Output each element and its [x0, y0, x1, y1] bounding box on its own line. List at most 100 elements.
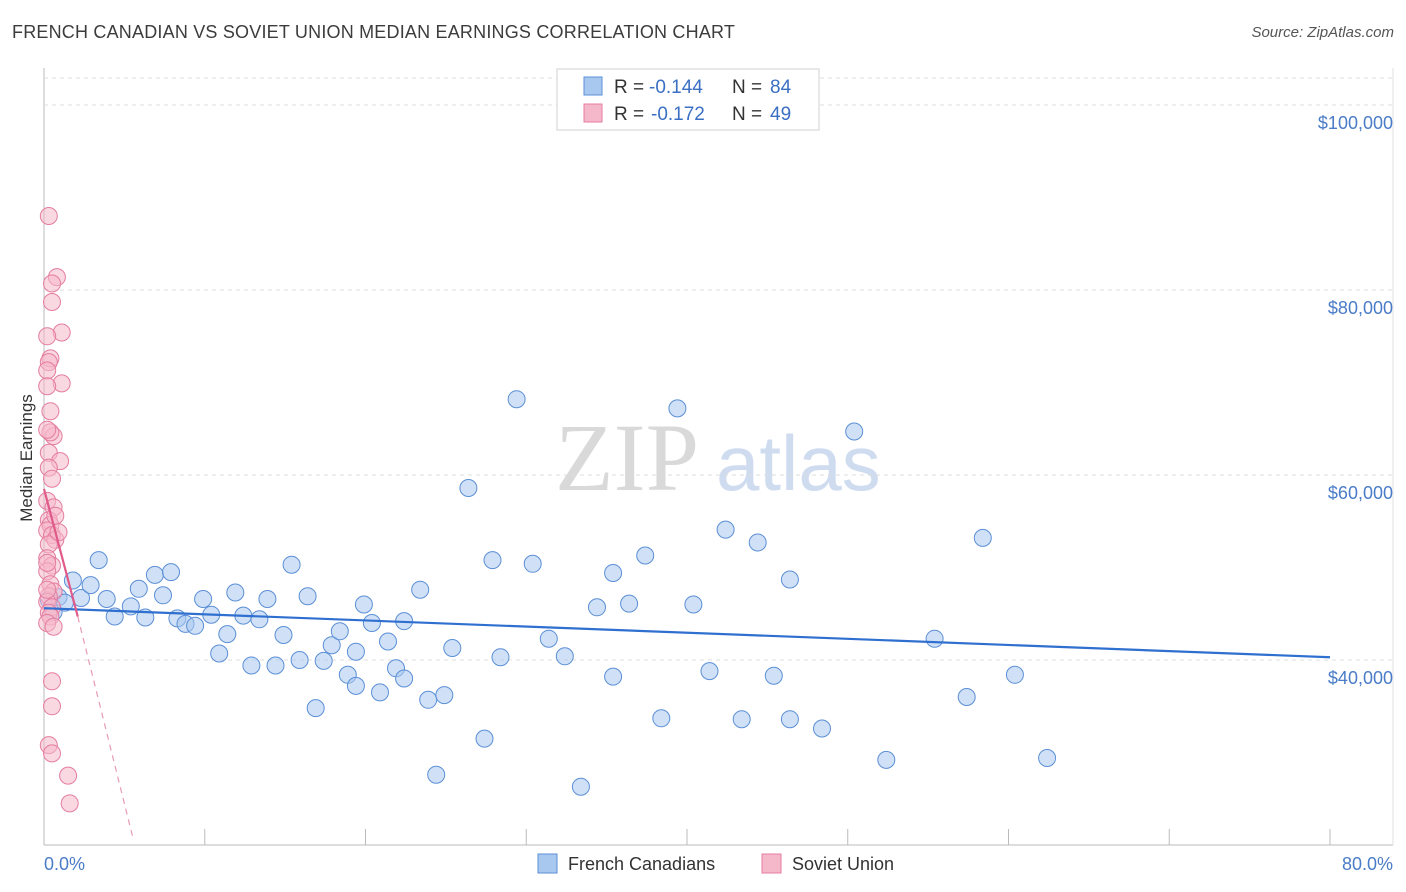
y-tick-label: $60,000	[1328, 483, 1393, 503]
data-point	[732, 710, 751, 729]
chart-title: FRENCH CANADIAN VS SOVIET UNION MEDIAN E…	[12, 22, 736, 42]
data-point	[89, 551, 108, 570]
data-point	[1038, 749, 1057, 767]
series-french-canadians	[39, 390, 1057, 796]
source-note: Source: ZipAtlas.com	[1251, 24, 1394, 41]
bottom-legend-label-soviet-union: Soviet Union	[792, 854, 894, 874]
data-point	[218, 625, 237, 644]
data-point	[555, 647, 574, 666]
data-point	[105, 607, 124, 626]
data-point	[957, 688, 976, 706]
bottom-legend-swatch-french-canadians	[537, 853, 558, 874]
data-point	[1005, 665, 1024, 684]
data-point	[154, 586, 172, 605]
data-point	[186, 616, 205, 635]
data-point	[419, 690, 438, 709]
bottom-legend: French Canadians Soviet Union	[537, 853, 894, 874]
data-point	[59, 766, 78, 785]
data-point	[395, 669, 414, 688]
data-point	[780, 710, 799, 729]
data-point	[43, 274, 61, 293]
data-point	[684, 595, 703, 614]
data-point	[427, 765, 446, 784]
legend-n-value: 84	[770, 77, 792, 98]
legend-r-value: -0.172	[651, 104, 705, 125]
data-point	[266, 656, 285, 675]
trend-line-soviet-union-extension	[77, 616, 133, 836]
data-point	[362, 614, 381, 632]
series-soviet-union	[38, 207, 79, 813]
data-point	[38, 361, 57, 380]
data-point	[443, 639, 462, 657]
data-point	[604, 667, 623, 686]
data-point	[813, 719, 831, 738]
legend-swatch-french-canadians	[583, 76, 603, 96]
data-point	[41, 402, 60, 421]
legend-r-value: -0.144	[649, 77, 703, 98]
data-point	[716, 520, 735, 539]
data-point	[44, 617, 63, 636]
legend-n-label: N =	[732, 77, 762, 98]
data-point	[38, 420, 57, 439]
data-point	[129, 579, 148, 598]
data-point	[226, 583, 245, 602]
bottom-legend-label-french-canadians: French Canadians	[568, 854, 715, 874]
data-point	[306, 699, 325, 718]
data-point	[636, 546, 655, 565]
data-point	[38, 377, 57, 396]
data-point	[491, 648, 510, 667]
data-point	[346, 676, 365, 695]
trend-lines	[42, 488, 1331, 836]
data-point	[483, 551, 502, 570]
data-point	[81, 576, 100, 595]
data-point	[43, 469, 61, 488]
data-point	[145, 565, 164, 584]
data-point	[379, 632, 397, 651]
y-tick-label: $80,000	[1328, 298, 1393, 318]
x-tick-label-max: 80.0%	[1342, 854, 1393, 874]
data-point	[60, 794, 79, 813]
x-tick-label-min: 0.0%	[44, 854, 85, 874]
data-point	[973, 528, 992, 547]
data-point	[588, 598, 606, 617]
data-point	[290, 651, 309, 669]
legend-n-value: 49	[770, 104, 791, 125]
legend-swatch-soviet-union	[583, 103, 603, 123]
watermark-zip: ZIP	[555, 404, 699, 511]
x-ticks	[43, 829, 1331, 845]
data-point	[250, 610, 269, 629]
data-point	[877, 750, 896, 769]
data-point	[748, 533, 767, 552]
data-point	[43, 672, 61, 691]
legend-n-label: N =	[732, 104, 762, 125]
data-point	[194, 590, 213, 608]
data-point	[354, 595, 373, 614]
data-point	[39, 207, 58, 225]
data-point	[242, 656, 261, 675]
y-axis-title: Median Earnings	[17, 394, 36, 522]
data-point	[314, 651, 333, 670]
legend-r-label: R =	[614, 104, 644, 125]
data-point	[322, 636, 341, 655]
data-point	[97, 590, 116, 608]
data-point	[274, 626, 293, 644]
legend: R = -0.144 N = 84 R = -0.172 N = 49	[556, 68, 820, 131]
data-point	[38, 580, 57, 599]
data-point	[162, 563, 180, 582]
data-point	[210, 644, 229, 663]
data-point	[346, 642, 365, 661]
data-point	[459, 479, 478, 497]
data-point	[764, 666, 783, 685]
data-point	[668, 399, 687, 418]
data-point	[38, 553, 57, 572]
data-point	[652, 709, 671, 728]
trend-line-french-canadians	[43, 607, 1331, 659]
data-point	[700, 662, 719, 681]
y-tick-label: $100,000	[1318, 113, 1393, 133]
data-point	[49, 523, 68, 542]
data-point	[925, 629, 944, 648]
data-point	[411, 580, 430, 599]
data-point	[282, 555, 301, 574]
data-point	[371, 683, 389, 702]
